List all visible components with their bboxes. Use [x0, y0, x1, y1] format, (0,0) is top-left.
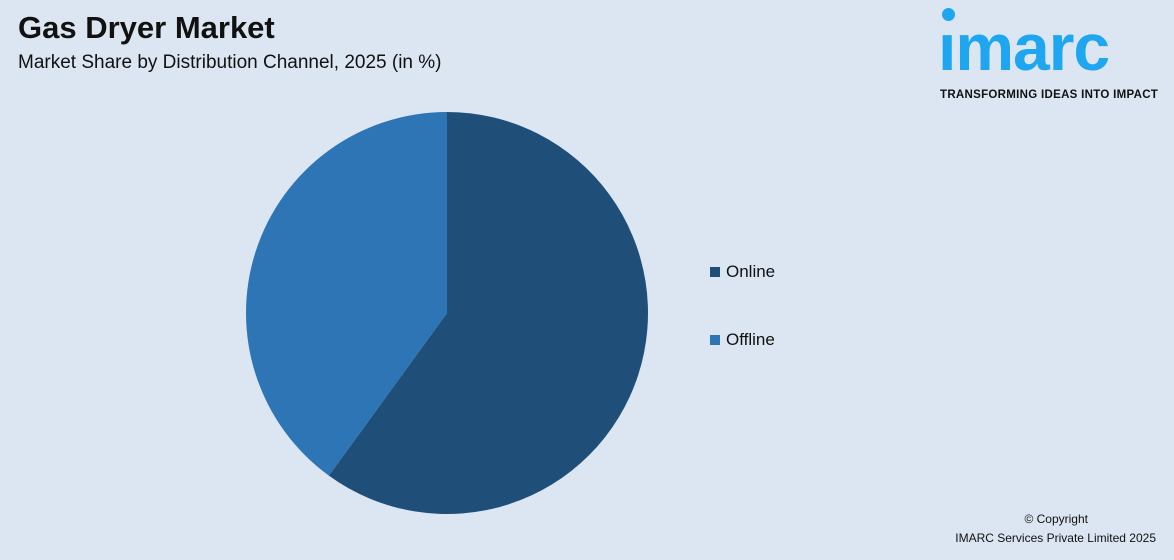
legend-swatch: [710, 335, 720, 345]
pie-slice-offline: [245, 112, 447, 476]
legend-item-online: Online: [710, 262, 775, 282]
legend-swatch: [710, 267, 720, 277]
imarc-logo: ımarc TRANSFORMING IDEAS INTO IMPACT: [936, 4, 1166, 108]
copyright-label: © Copyright: [1024, 512, 1088, 526]
logo-wordmark: ımarc: [938, 14, 1110, 80]
legend-label: Offline: [726, 330, 775, 349]
legend-label: Online: [726, 262, 776, 281]
chart-title: Gas Dryer Market: [18, 10, 275, 45]
logo-dot: [942, 8, 955, 21]
pie-slice-online: [328, 112, 648, 514]
chart-legend: Online Offline: [710, 262, 775, 398]
chart-subtitle: Market Share by Distribution Channel, 20…: [18, 52, 442, 73]
logo-tagline: TRANSFORMING IDEAS INTO IMPACT: [940, 89, 1159, 101]
legend-item-offline: Offline: [710, 330, 775, 350]
copyright-notice: © Copyright IMARC Services Private Limit…: [955, 510, 1156, 548]
copyright-company: IMARC Services Private Limited 2025: [955, 531, 1156, 545]
